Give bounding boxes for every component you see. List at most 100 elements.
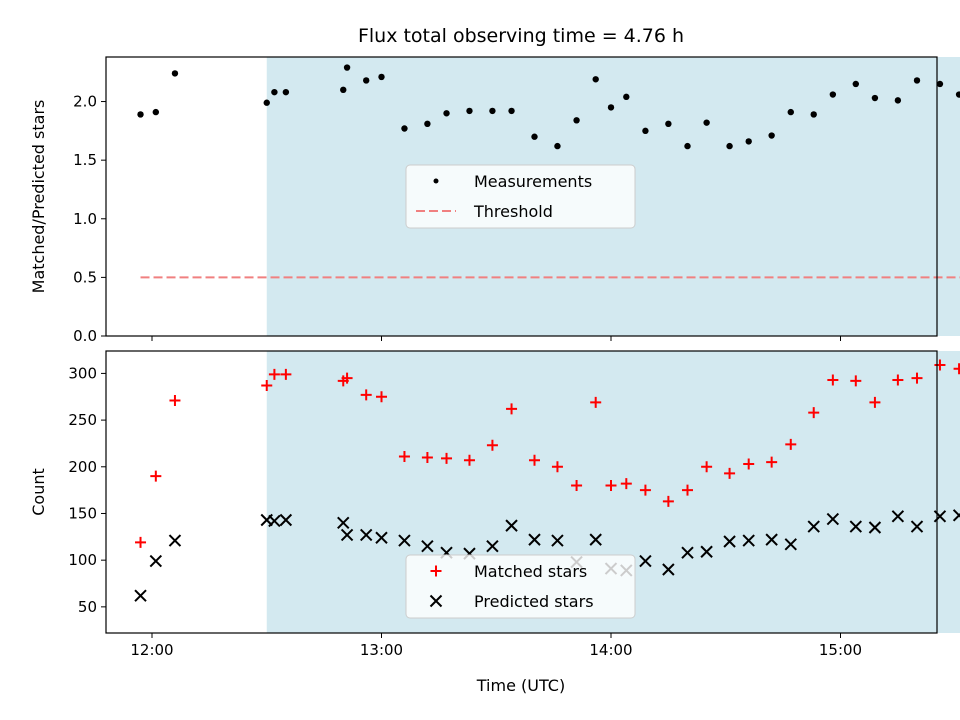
x-tick-label: 15:00 [819,641,862,659]
data-point [531,133,538,140]
data-point [662,563,675,576]
y-tick-label: 1.0 [73,210,97,228]
data-point [529,454,540,466]
data-point [703,119,710,126]
data-point [268,514,281,528]
data-point [829,91,837,98]
data-point [787,108,794,116]
data-point [152,108,160,116]
x-tick-label: 14:00 [589,641,632,659]
series-matched-stars [135,359,960,548]
data-point [936,80,944,88]
data-point [623,93,630,101]
data-point [934,359,946,371]
data-point [375,531,388,544]
y-tick-label: 250 [68,411,97,429]
data-point [443,110,450,117]
data-point [849,520,863,533]
data-point [743,458,755,470]
chart-title: Flux total observing time = 4.76 h [358,25,684,47]
data-point [554,142,561,150]
data-point [441,452,453,464]
data-point [168,534,182,547]
data-point [171,70,179,77]
data-point [607,104,615,111]
data-point [784,538,797,551]
data-point [953,363,960,375]
data-point [528,533,541,546]
data-point [337,516,350,530]
data-point [401,125,408,132]
data-point [892,374,904,386]
x-tick-label: 13:00 [360,641,403,659]
legend-box [405,554,636,619]
data-point [363,77,370,84]
data-point [807,520,820,533]
data-point [341,372,353,384]
data-point [700,545,713,558]
data-point [508,107,515,115]
data-point [785,438,797,450]
axes-frame [105,56,938,337]
data-point [261,380,273,392]
data-point [376,391,387,403]
data-point [505,519,518,532]
data-point [665,120,672,128]
data-point [868,521,882,534]
data-point [871,94,879,102]
series-measurements [137,64,960,150]
data-point [955,91,960,98]
data-point [486,439,498,451]
data-point [589,533,602,546]
data-point [910,520,924,533]
data-point [852,80,859,88]
data-point [280,368,292,380]
data-point [282,88,290,96]
legend-label: Predicted stars [474,592,594,611]
data-point [620,478,632,490]
data-point [642,127,649,135]
data-point [682,484,693,496]
data-point [911,372,923,384]
legend-marker [429,594,443,608]
data-point [137,111,144,118]
y-tick-label: 0.0 [73,327,97,345]
y-tick-label: 50 [78,598,97,616]
data-point [681,546,694,559]
data-point [894,97,902,104]
data-point [766,456,778,468]
data-point [424,120,431,128]
y-axis-label: Count [29,468,48,516]
data-point [827,374,839,386]
data-point [169,394,181,406]
y-axis-label: Matched/Predicted stars [29,100,48,294]
data-point [808,407,820,419]
data-point [850,375,862,387]
data-point [343,64,351,71]
data-point [551,534,564,547]
data-point [149,554,163,568]
data-point [551,461,563,473]
data-point [466,107,473,115]
legend-marker [433,178,439,184]
data-point [134,589,147,602]
data-point [463,454,475,466]
data-point [723,535,736,548]
data-point [489,107,496,115]
top-panel: 0.0 0.5 1.0 1.5 2.0 Matched/Predicted stars Me… [29,56,960,345]
legend-marker [430,565,442,577]
data-point [360,389,372,401]
y-tick-label: 300 [68,364,97,382]
data-point [891,510,905,523]
legend-box [405,164,636,229]
data-point [605,479,617,491]
data-point [768,132,775,139]
y-tick-label: 200 [68,458,97,476]
data-point [268,368,280,380]
data-point [684,142,691,150]
data-point [745,138,752,145]
data-point [359,528,373,542]
data-point [506,403,518,415]
data-point [263,99,270,106]
